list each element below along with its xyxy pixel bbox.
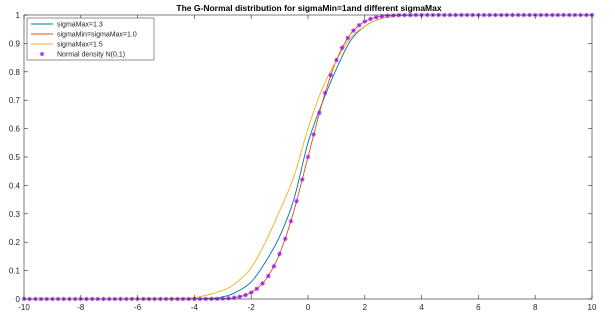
marker-point [328, 72, 334, 78]
series-line-3 [23, 14, 593, 300]
marker-point [277, 251, 282, 257]
y-tick-label: 0.8 [9, 68, 21, 77]
x-tick-label: 10 [588, 303, 597, 312]
marker-point [226, 295, 231, 301]
legend-box [26, 17, 155, 61]
legend-label: sigmaMin=sigmaMax=1.0 [57, 32, 137, 39]
legend-label: Normal density N(0,1) [57, 52, 125, 59]
marker-point [385, 13, 390, 19]
x-tick-label: -2 [248, 303, 256, 312]
marker-point [317, 110, 322, 116]
marker-point [305, 154, 311, 160]
marker-point [265, 273, 271, 279]
marker-point [390, 13, 396, 18]
marker-point [351, 28, 356, 33]
marker-point [368, 16, 373, 22]
y-tick-label: 0.5 [9, 153, 21, 162]
marker-point [345, 35, 351, 41]
marker-point [282, 236, 288, 242]
y-tick-label: 0.4 [9, 181, 21, 190]
marker-point [271, 264, 277, 269]
marker-point [356, 22, 362, 28]
x-tick-label: 4 [419, 303, 424, 312]
y-tick-label: 1 [16, 11, 21, 20]
marker-point [300, 177, 305, 182]
x-tick-label: 2 [363, 303, 368, 312]
y-tick-label: 0.6 [9, 125, 21, 134]
marker-point [231, 295, 237, 300]
marker-point [237, 294, 243, 299]
x-tick-label: -4 [191, 303, 199, 312]
marker-point [311, 132, 316, 137]
x-tick-label: 0 [306, 303, 311, 312]
marker-point [373, 15, 379, 20]
marker-point [339, 45, 345, 50]
y-tick-label: 0.9 [9, 39, 21, 48]
marker-point [288, 218, 294, 224]
legend-swatch [39, 51, 45, 57]
marker-point [334, 57, 339, 63]
marker-point [294, 198, 299, 204]
marker-point [362, 19, 368, 24]
legend: sigmaMax=1.3 sigmaMin=sigmaMax=1.0 sigmaMa… [26, 17, 155, 61]
marker-point [379, 14, 385, 19]
marker-point [260, 281, 265, 286]
y-tick-label: 0.7 [9, 96, 21, 105]
x-tick-label: -6 [134, 303, 142, 312]
y-tick-label: 0.2 [9, 238, 21, 247]
x-tick-label: 6 [476, 303, 481, 312]
x-tick-label: 8 [533, 303, 538, 312]
marker-point [243, 292, 248, 298]
marker-point [254, 286, 260, 292]
marker-point [220, 296, 226, 301]
marker-point [322, 90, 328, 96]
y-tick-label: 0 [16, 295, 21, 304]
legend-label: sigmaMax=1.5 [57, 42, 103, 49]
y-tick-label: 0.1 [9, 267, 21, 276]
legend-label: sigmaMax=1.3 [57, 22, 103, 29]
marker-point [248, 290, 254, 295]
x-tick-label: -8 [77, 303, 85, 312]
chart-title: The G-Normal distribution for sigmaMin=1… [176, 3, 441, 13]
x-tick-label: -10 [18, 303, 30, 312]
y-tick-label: 0.3 [9, 210, 21, 219]
